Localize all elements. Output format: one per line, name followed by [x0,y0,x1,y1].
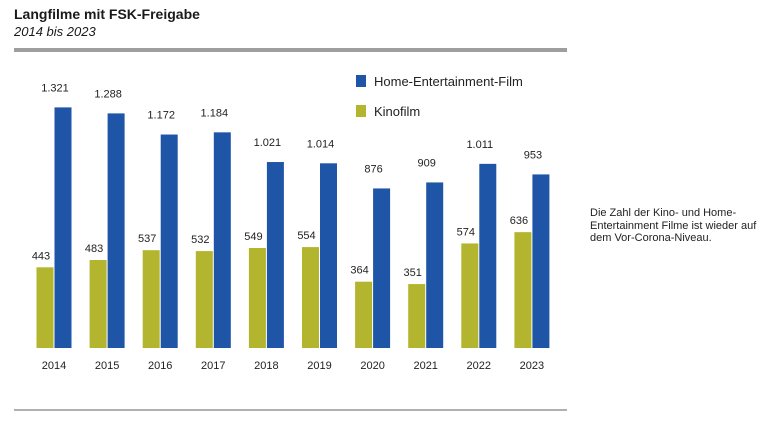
label-kino-2015: 483 [85,243,103,255]
bar-kino-2016 [142,250,160,348]
x-tick-2023: 2023 [520,360,544,372]
bar-home-2020 [373,188,391,348]
bar-home-2014 [54,107,72,348]
bar-kino-2015 [89,260,107,348]
bottom-divider [14,409,567,411]
legend-label-kino: Kinofilm [374,103,421,119]
label-kino-2014: 443 [32,250,50,262]
label-home-2018: 1.021 [254,137,282,149]
label-home-2021: 909 [418,157,436,169]
legend-swatch-home [356,75,366,87]
bar-home-2021 [426,182,444,348]
bar-kino-2017 [195,251,213,348]
bar-home-2019 [320,163,337,348]
label-kino-2019: 554 [297,230,315,242]
label-kino-2020: 364 [350,265,368,277]
bar-home-2016 [160,134,178,348]
legend-label-home: Home-Entertainment-Film [374,73,523,89]
bar-home-2017 [213,132,231,348]
bar-home-2015 [107,113,125,349]
side-note: Die Zahl der Kino- und Home-Entertainmen… [590,207,757,244]
label-kino-2016: 537 [138,233,156,245]
label-home-2019: 1.014 [307,138,335,150]
x-tick-2016: 2016 [148,360,172,372]
label-kino-2022: 574 [457,226,475,238]
label-kino-2018: 549 [244,231,262,243]
bar-kino-2019 [302,247,319,348]
legend-item-home: Home-Entertainment-Film [356,73,523,89]
label-kino-2023: 636 [510,215,528,227]
label-home-2015: 1.288 [94,88,122,100]
top-divider [14,48,567,52]
label-kino-2021: 351 [404,267,422,279]
chart-title: Langfilme mit FSK-Freigabe [14,6,200,22]
legend-item-kino: Kinofilm [356,103,523,119]
x-tick-2022: 2022 [467,360,491,372]
label-home-2016: 1.172 [147,110,175,122]
x-tick-2018: 2018 [254,360,278,372]
bar-kino-2018 [248,248,266,348]
label-kino-2017: 532 [191,234,209,246]
label-home-2020: 876 [364,163,382,175]
x-tick-2019: 2019 [307,360,331,372]
bar-home-2022 [479,163,497,348]
x-tick-2021: 2021 [413,360,437,372]
chart-subtitle: 2014 bis 2023 [14,24,96,39]
bar-kino-2020 [355,281,373,348]
x-tick-2014: 2014 [42,360,66,372]
label-home-2023: 953 [524,149,542,161]
bar-chart: 443 1.321 2014 483 1.288 2015 537 1.172 2016 532 1… [32,82,550,372]
bar-home-2023 [532,174,550,348]
x-tick-2020: 2020 [360,360,384,372]
bar-kino-2023 [514,232,532,348]
label-home-2017: 1.184 [201,107,229,119]
bar-kino-2014 [36,267,54,348]
legend: Home-Entertainment-Film Kinofilm [356,73,523,133]
label-home-2014: 1.321 [41,82,69,94]
bar-home-2018 [266,162,284,348]
label-home-2022: 1.011 [466,139,493,151]
bar-kino-2021 [408,284,426,348]
legend-swatch-kino [356,105,366,117]
x-tick-2017: 2017 [201,360,225,372]
bar-kino-2022 [461,243,479,348]
x-tick-2015: 2015 [95,360,119,372]
